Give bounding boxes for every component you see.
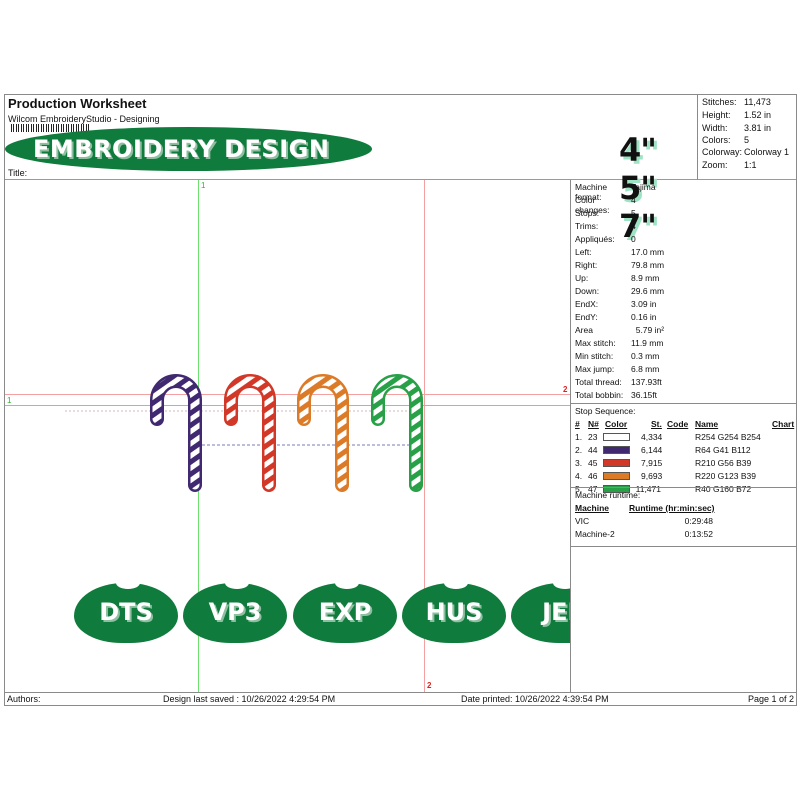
page-number: Page 1 of 2 [747, 694, 794, 704]
info-row: Appliqués: 0 [575, 234, 636, 244]
format-badge-jef: JEF [511, 577, 570, 643]
guide-line-vertical-red [424, 180, 425, 692]
height-row: Height: 1.52 in [702, 110, 772, 120]
cane-green [371, 374, 423, 492]
info-row: Up: 8.9 mm [575, 273, 660, 283]
authors-label: Authors: [7, 694, 41, 704]
color-swatch-white [603, 433, 630, 441]
cane-red [224, 374, 276, 492]
hoop-sizes: 4" 5" 7" [619, 131, 657, 245]
info-row: Down: 29.6 mm [575, 286, 665, 296]
embroidery-design-banner [5, 127, 372, 171]
last-saved: Design last saved : 10/26/2022 4:29:54 P… [163, 694, 336, 704]
candy-canes-design [65, 374, 423, 492]
runtime-title: Machine runtime: [575, 490, 641, 500]
production-worksheet: Production Worksheet Wilcom EmbroiderySt… [4, 94, 797, 706]
color-swatch-purple [603, 446, 630, 454]
format-badge-exp: EXP [293, 577, 397, 643]
title-label: Title: [8, 168, 28, 178]
marker-1-top: 1 [201, 181, 206, 190]
info-row: Total bobbin: 36.15ft [575, 390, 657, 400]
marker-2-bottom: 2 [427, 681, 432, 690]
color-swatch-orange [603, 472, 630, 480]
info-row: Min stitch: 0.3 mm [575, 351, 660, 361]
barcode [11, 124, 91, 132]
info-row: Total thread: 137.93ft [575, 377, 662, 387]
color-swatch-green [603, 485, 630, 493]
cane-orange [297, 374, 349, 492]
date-printed: Date printed: 10/26/2022 4:39:54 PM [461, 694, 609, 704]
info-row: EndY: 0.16 in [575, 312, 657, 322]
info-row: Stops: 5 [575, 208, 636, 218]
design-canvas[interactable]: 1 1 2 2 [5, 180, 571, 692]
info-row: Left: 17.0 mm [575, 247, 665, 257]
info-row: Max stitch: 11.9 mm [575, 338, 664, 348]
machine-info-panel: Machine format: Tajima Color changes: 4 St… [571, 180, 796, 692]
runtime-section: Machine runtime: Machine Runtime (hr:min… [571, 487, 796, 547]
guide-line-horizontal-red [5, 394, 570, 395]
stitches-row: Stitches: 11,473 [702, 97, 771, 107]
zoom-row: Zoom: 1:1 [702, 160, 757, 170]
info-row: EndX: 3.09 in [575, 299, 657, 309]
colorway-row: Colorway: Colorway 1 [702, 147, 790, 157]
info-row: Machine format: Tajima [575, 182, 656, 202]
stop-sequence-title: Stop Sequence: [575, 406, 636, 416]
marker-2-right: 2 [563, 385, 568, 394]
app-subtitle: Wilcom EmbroideryStudio - Designing [8, 114, 160, 124]
format-badge-dts: DTS [74, 577, 178, 643]
banner-text: EMBROIDERY DESIGN [33, 135, 330, 163]
summary-panel: Stitches: 11,473 Height: 1.52 in Width: 3.8… [698, 95, 796, 180]
footer: Authors: Design last saved : 10/26/2022 … [5, 692, 796, 706]
cane-purple [150, 374, 202, 492]
info-row: Trims: 4 [575, 221, 636, 231]
color-swatch-red [603, 459, 630, 467]
format-badge-vp3: VP3 [183, 577, 287, 643]
marker-1-left: 1 [7, 396, 12, 405]
info-row: Right: 79.8 mm [575, 260, 665, 270]
width-row: Width: 3.81 in [702, 123, 772, 133]
header-panel: Production Worksheet Wilcom EmbroiderySt… [5, 95, 698, 245]
format-badge-hus: HUS [402, 577, 506, 643]
info-row: Area 5.79 in² [575, 325, 665, 335]
guide-line-horizontal-green [5, 405, 570, 406]
colors-row: Colors: 5 [702, 135, 750, 145]
info-row: Max jump: 6.8 mm [575, 364, 660, 374]
stop-sequence-section: Stop Sequence: # N# Color St. Code Name … [571, 403, 796, 494]
info-row: Color changes: 4 [575, 195, 636, 215]
page-title: Production Worksheet [8, 96, 147, 111]
